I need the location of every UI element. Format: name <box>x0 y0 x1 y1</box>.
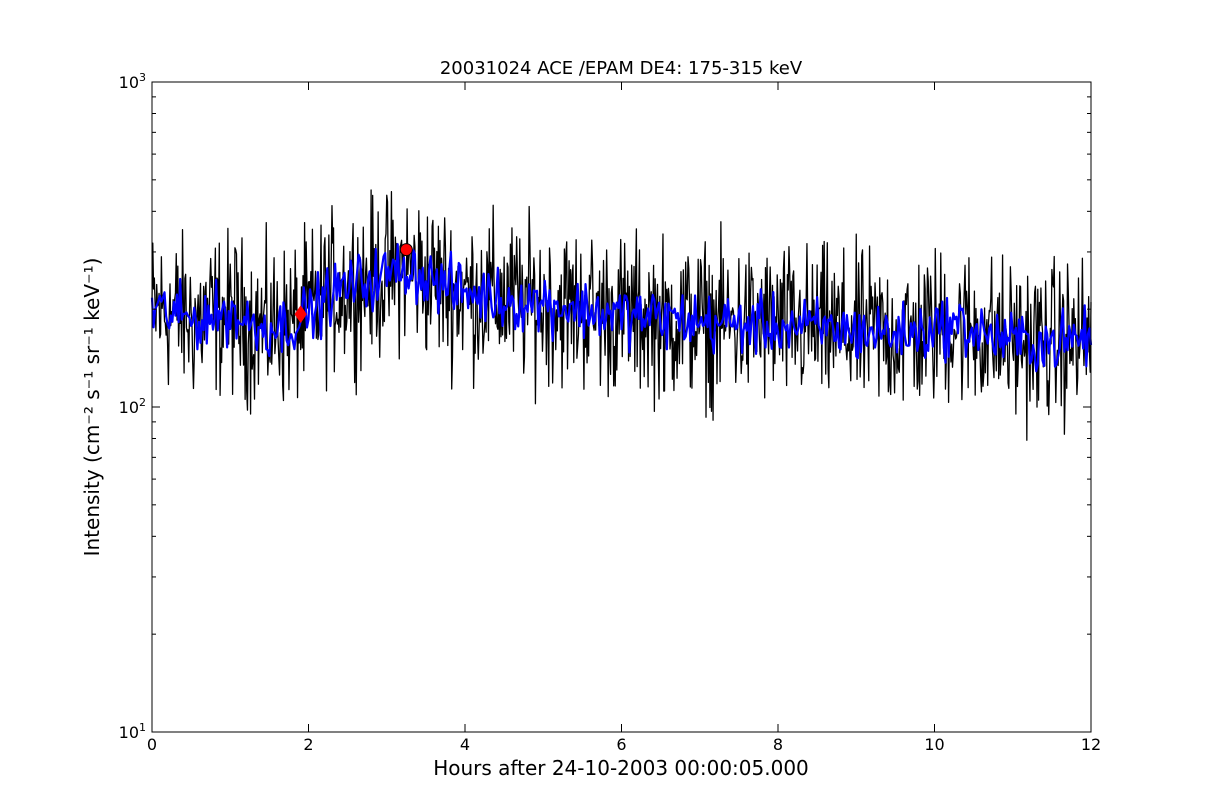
chart-title: 20031024 ACE /EPAM DE4: 175-315 keV <box>440 58 803 79</box>
plot-area <box>152 82 1091 732</box>
y-tick-label: 101 <box>119 721 146 742</box>
x-axis-label: Hours after 24-10-2003 00:00:05.000 <box>433 756 809 780</box>
y-tick-label: 103 <box>119 71 146 92</box>
onset-marker <box>294 305 307 324</box>
x-tick-label: 2 <box>303 735 313 754</box>
x-tick-label: 8 <box>773 735 783 754</box>
series-layer <box>150 189 1093 441</box>
series-line-smoothed <box>150 243 1093 373</box>
y-axis-label: Intensity (cm⁻² s⁻¹ sr⁻¹ keV⁻¹) <box>80 258 104 557</box>
y-tick-label: 102 <box>119 396 146 417</box>
x-tick-label: 4 <box>460 735 470 754</box>
axes-frame <box>151 81 1092 733</box>
peak-marker <box>399 243 413 257</box>
series-line-raw <box>151 189 1092 441</box>
x-tick-label: 0 <box>147 735 157 754</box>
x-tick-label: 12 <box>1081 735 1101 754</box>
marker-layer <box>294 243 413 324</box>
x-tick-label: 10 <box>924 735 944 754</box>
x-tick-label: 6 <box>616 735 626 754</box>
